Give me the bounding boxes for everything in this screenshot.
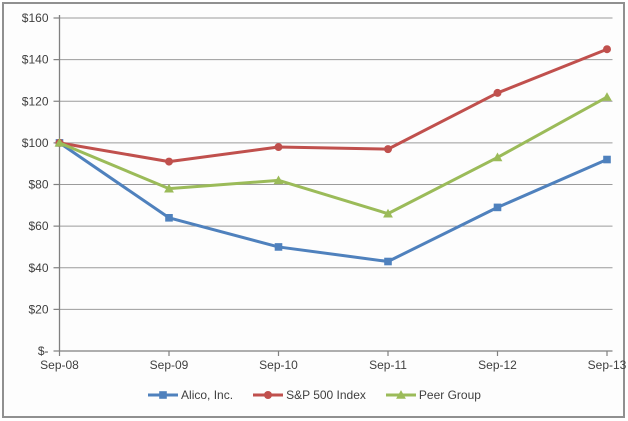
series-0-point-3-square-marker-icon bbox=[384, 257, 392, 266]
legend: Alico, Inc. S&P 500 Index Peer Group bbox=[0, 388, 628, 402]
series-0-point-4-square-marker-icon bbox=[493, 203, 502, 212]
y-tick-label: $- bbox=[38, 344, 49, 358]
series-2-point-4-triangle-marker-icon bbox=[492, 152, 503, 162]
legend-key-triangle-marker-icon bbox=[396, 390, 406, 399]
y-tick-label: $40 bbox=[28, 261, 48, 275]
legend-key-circle-marker-icon bbox=[264, 391, 273, 399]
legend-label: Alico, Inc. bbox=[181, 388, 234, 402]
y-tick-label: $140 bbox=[22, 53, 49, 67]
x-tick-label: Sep-12 bbox=[478, 358, 517, 372]
y-tick-label: $60 bbox=[28, 219, 48, 233]
series-2-point-3-triangle-marker-icon bbox=[383, 208, 393, 218]
y-tick-label: $100 bbox=[22, 136, 49, 150]
series-0-point-5-square-marker-icon bbox=[603, 155, 611, 164]
series-2-point-2-triangle-marker-icon bbox=[273, 175, 284, 185]
legend-item-alico-inc: Alico, Inc. bbox=[147, 388, 233, 402]
series-1-point-3-circle-marker-icon bbox=[384, 145, 392, 154]
series-0-point-2-square-marker-icon bbox=[274, 243, 283, 251]
series-line-0 bbox=[58, 141, 609, 264]
x-tick-label: Sep-13 bbox=[588, 358, 627, 372]
x-tick-label: Sep-10 bbox=[259, 358, 298, 372]
x-tick-label: Sep-09 bbox=[150, 358, 189, 372]
legend-key-square-icon bbox=[148, 391, 179, 399]
legend-key-circle-icon bbox=[253, 391, 284, 399]
y-tick-label: $20 bbox=[28, 302, 48, 316]
y-tick-label: $80 bbox=[28, 178, 48, 192]
series-1-point-5-circle-marker-icon bbox=[603, 45, 611, 54]
legend-key-square-marker-icon bbox=[159, 391, 167, 399]
series-line-1 bbox=[58, 47, 609, 164]
series-1-point-1-circle-marker-icon bbox=[165, 157, 173, 166]
series-0-point-1-square-marker-icon bbox=[165, 214, 173, 222]
series-1-point-4-circle-marker-icon bbox=[493, 88, 502, 97]
x-tick-label: Sep-08 bbox=[40, 358, 79, 372]
legend-item-peer-group: Peer Group bbox=[385, 388, 481, 402]
legend-label: Peer Group bbox=[418, 388, 481, 402]
legend-item-sp500-index: S&P 500 Index bbox=[252, 388, 366, 402]
series-1-point-2-circle-marker-icon bbox=[274, 143, 283, 152]
series-line-2 bbox=[58, 95, 609, 216]
x-tick-label: Sep-11 bbox=[369, 358, 407, 372]
legend-key-triangle-icon bbox=[385, 390, 416, 399]
series-2-point-1-triangle-marker-icon bbox=[164, 183, 174, 193]
y-tick-label: $120 bbox=[22, 94, 49, 108]
series-2-point-5-triangle-marker-icon bbox=[602, 92, 612, 101]
y-tick-label: $160 bbox=[22, 11, 49, 25]
legend-label: S&P 500 Index bbox=[286, 388, 366, 402]
series-2-point-0-triangle-marker-icon bbox=[54, 137, 65, 147]
